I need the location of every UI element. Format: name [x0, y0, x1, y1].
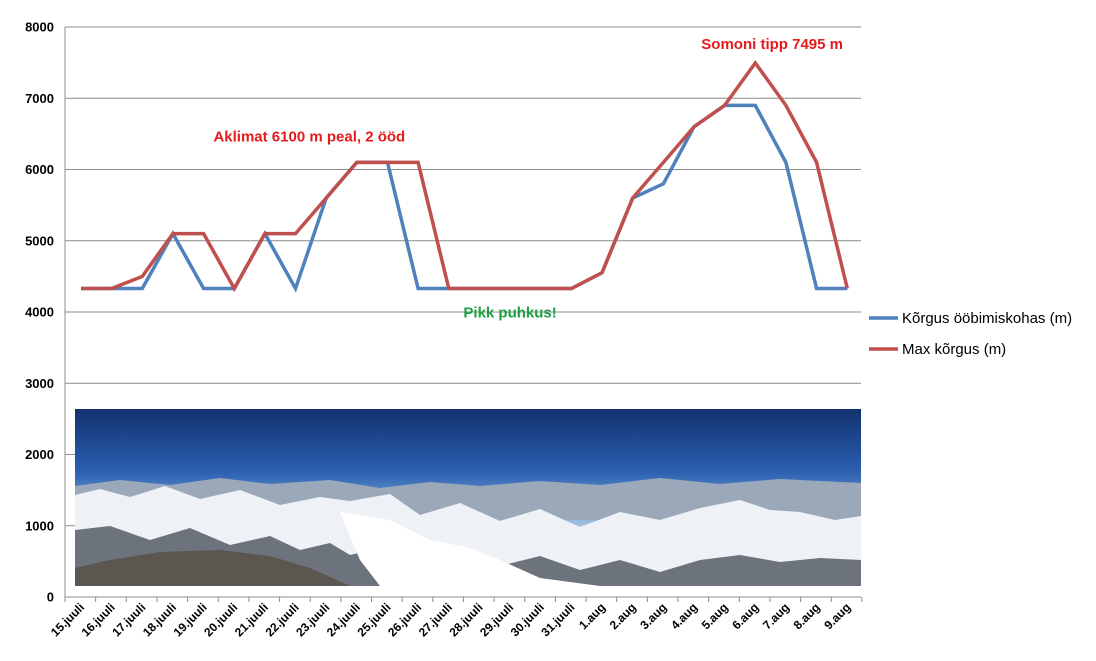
x-tick-label-23.juuli: 23.juuli: [293, 600, 332, 639]
x-tick-label-16.juuli: 16.juuli: [79, 600, 118, 639]
x-tick-label-18.juuli: 18.juuli: [140, 600, 179, 639]
y-tick-label-2000: 2000: [25, 447, 54, 462]
x-tick-label-19.juuli: 19.juuli: [171, 600, 210, 639]
legend-label-1: Kõrgus ööbimiskohas (m): [902, 310, 1072, 327]
x-tick-label-28.juuli: 28.juuli: [446, 600, 485, 639]
annotations: Aklimat 6100 m peal, 2 ööd Somoni tipp 74…: [213, 36, 843, 322]
x-tick-label-17.juuli: 17.juuli: [109, 600, 148, 639]
x-tick-label-21.juuli: 21.juuli: [232, 600, 271, 639]
x-tick-label-22.juuli: 22.juuli: [263, 600, 302, 639]
y-tick-label-0: 0: [47, 590, 54, 605]
x-tick-label-29.juuli: 29.juuli: [477, 600, 516, 639]
axes: [64, 27, 863, 602]
x-tick-label-27.juuli: 27.juuli: [416, 600, 455, 639]
mountain-panorama-photo: [75, 409, 861, 586]
x-tick-label-9.aug: 9.aug: [821, 600, 853, 632]
x-tick-label-6.aug: 6.aug: [729, 600, 761, 632]
x-tick-label-31.juuli: 31.juuli: [538, 600, 577, 639]
x-axis-ticks: 15.juuli16.juuli17.juuli18.juuli19.juuli…: [48, 600, 853, 639]
y-tick-label-1000: 1000: [25, 518, 54, 533]
x-tick-label-8.aug: 8.aug: [791, 600, 823, 632]
y-tick-label-8000: 8000: [25, 20, 54, 35]
x-tick-label-15.juuli: 15.juuli: [48, 600, 87, 639]
series-line-2: [81, 60, 850, 293]
y-tick-label-4000: 4000: [25, 305, 54, 320]
x-tick-label-30.juuli: 30.juuli: [508, 600, 547, 639]
y-tick-label-5000: 5000: [25, 233, 54, 248]
y-axis-ticks: 0 1000 2000 3000 4000 5000 6000 7000 8000: [25, 20, 54, 605]
x-tick-label-1.aug: 1.aug: [576, 600, 608, 632]
x-tick-label-20.juuli: 20.juuli: [201, 600, 240, 639]
x-tick-label-25.juuli: 25.juuli: [354, 600, 393, 639]
annotation-3: Pikk puhkus!: [463, 305, 556, 322]
x-tick-label-7.aug: 7.aug: [760, 600, 792, 632]
photo-bright-snowfield: [340, 512, 600, 586]
series-lines: [81, 60, 850, 293]
x-tick-label-24.juuli: 24.juuli: [324, 600, 363, 639]
x-tick-label-5.aug: 5.aug: [699, 600, 731, 632]
x-tick-label-3.aug: 3.aug: [637, 600, 669, 632]
x-tick-label-2.aug: 2.aug: [607, 600, 639, 632]
annotation-2: Somoni tipp 7495 m: [701, 36, 843, 53]
y-tick-label-3000: 3000: [25, 376, 54, 391]
y-tick-label-7000: 7000: [25, 91, 54, 106]
legend: Kõrgus ööbimiskohas (m) Max kõrgus (m): [869, 310, 1072, 358]
y-tick-label-6000: 6000: [25, 162, 54, 177]
x-tick-label-26.juuli: 26.juuli: [385, 600, 424, 639]
series-line-1: [81, 103, 848, 293]
legend-label-2: Max kõrgus (m): [902, 341, 1006, 358]
photo-rock-foreground: [75, 550, 350, 586]
annotation-1: Aklimat 6100 m peal, 2 ööd: [213, 129, 405, 146]
x-tick-label-4.aug: 4.aug: [668, 600, 700, 632]
